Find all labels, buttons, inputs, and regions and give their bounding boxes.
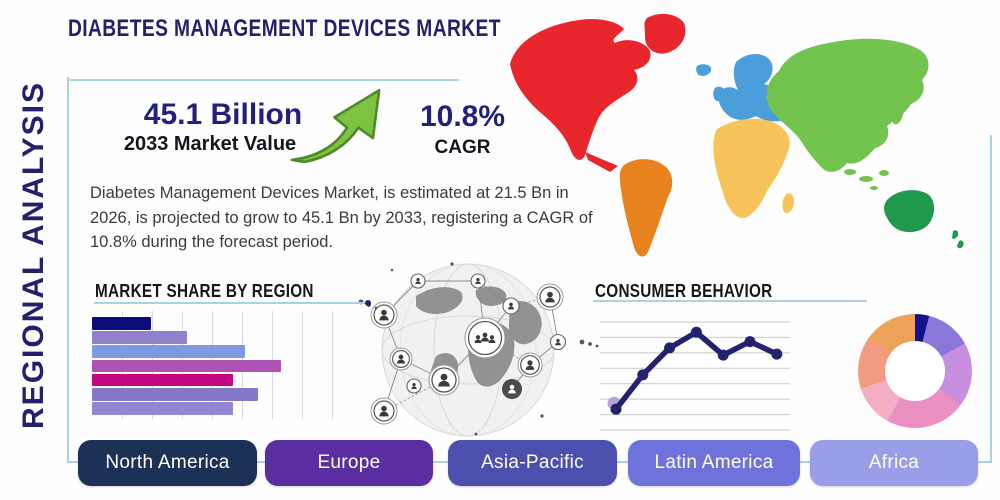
donut-hole [885, 341, 945, 401]
frame-line-top [67, 79, 459, 81]
frame-line-left [67, 77, 69, 463]
map-region-oceania [884, 190, 964, 249]
region-button-label: Latin America [654, 452, 774, 473]
regional-mix-donut-chart [858, 314, 972, 428]
bar-chart-gridline [302, 311, 303, 419]
region-button-europe[interactable]: Europe [265, 440, 433, 486]
line-chart-title: CONSUMER BEHAVIOR [595, 281, 773, 301]
market-value-caption: 2033 Market Value [123, 133, 297, 155]
globe-network-graphic [358, 262, 599, 437]
map-region-north-america [510, 13, 686, 172]
region-button-latin-america[interactable]: Latin America [628, 440, 800, 486]
bar-row [92, 388, 258, 401]
side-label-regional-analysis: REGIONAL ANALYSIS [17, 81, 50, 429]
bar-row [92, 359, 281, 373]
cagr-caption: CAGR [434, 137, 491, 158]
bar-row [92, 373, 233, 387]
map-region-asia [766, 38, 929, 190]
region-button-label: Asia-Pacific [481, 452, 584, 473]
world-map [510, 13, 964, 257]
region-button-africa[interactable]: Africa [810, 440, 978, 486]
description-text: Diabetes Management Devices Market, is e… [90, 184, 593, 251]
bar-row [92, 317, 151, 330]
growth-arrow-icon [290, 88, 381, 163]
region-button-north-america[interactable]: North America [78, 440, 257, 486]
bar-row [92, 331, 187, 344]
consumer-behavior-line-chart [600, 321, 790, 431]
bar-chart-gridline [332, 311, 333, 419]
bar-chart-title: MARKET SHARE BY REGION [95, 281, 314, 301]
market-share-bar-chart [92, 311, 334, 419]
map-region-africa [713, 118, 794, 218]
bar-row [92, 402, 233, 415]
bar-heading-rule [94, 302, 366, 304]
cagr-stat: 10.8% [419, 100, 506, 133]
region-button-label: Africa [868, 452, 920, 473]
region-button-asia-pacific[interactable]: Asia-Pacific [448, 440, 617, 486]
map-region-south-america [619, 159, 673, 257]
region-button-label: Europe [317, 452, 381, 473]
market-value-stat: 45.1 Billion [143, 98, 303, 131]
region-button-label: North America [105, 452, 230, 473]
line-heading-rule [593, 300, 867, 302]
bar-heading-rule-dot [365, 300, 371, 306]
page-title: DIABETES MANAGEMENT DEVICES MARKET [68, 15, 501, 42]
frame-line-right [990, 135, 992, 463]
bar-row [92, 345, 246, 358]
